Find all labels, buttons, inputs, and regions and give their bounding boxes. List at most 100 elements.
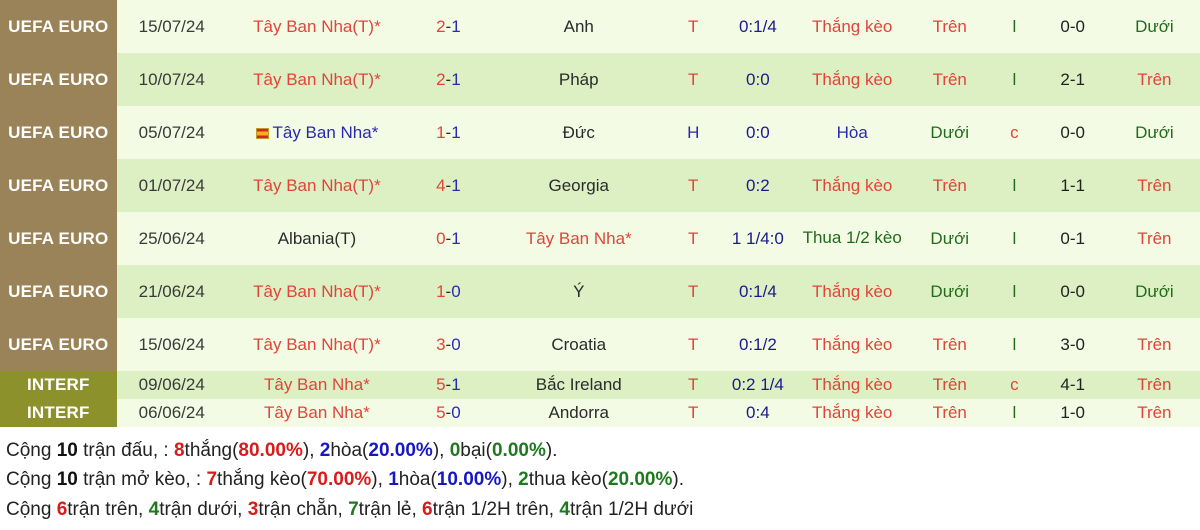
summary-ht-under-count: 4 (559, 498, 570, 520)
handicap-result: Thắng kèo (797, 399, 908, 427)
table-row: UEFA EURO 10/07/24 Tây Ban Nha(T)* 2-1 Pháp T… (0, 53, 1200, 106)
summary-text: ). (672, 469, 685, 491)
handicap-result: Thắng kèo (797, 371, 908, 399)
corner-flag-letter: l (992, 318, 1037, 371)
match-date: 06/06/24 (116, 399, 227, 427)
score-home: 0 (436, 228, 446, 248)
handicap-result: Thắng kèo (797, 265, 908, 318)
summary-loss-count: 0 (449, 440, 461, 461)
away-team[interactable]: Bắc Ireland (489, 371, 668, 399)
league-cell[interactable]: INTERF (0, 371, 117, 399)
match-date: 25/06/24 (116, 212, 227, 265)
final-score: 5-0 (407, 399, 490, 427)
away-team[interactable]: Đức (489, 106, 668, 159)
score-separator: - (445, 281, 452, 301)
league-cell[interactable]: INTERF (0, 399, 117, 427)
score-away: 0 (451, 281, 461, 301)
match-date: 10/07/24 (116, 53, 227, 106)
away-team[interactable]: Pháp (489, 53, 668, 106)
score-separator: - (445, 334, 452, 354)
handicap-result: Thua 1/2 kèo (797, 212, 908, 265)
summary-text: trận 1/2H trên, (432, 498, 560, 520)
league-cell[interactable]: UEFA EURO (0, 0, 117, 53)
halftime-over-under: Trên (1108, 399, 1200, 427)
score-home: 1 (436, 281, 446, 301)
score-home: 2 (436, 69, 446, 89)
score-separator: - (445, 69, 452, 89)
home-team[interactable]: Tây Ban Nha(T)* (226, 318, 408, 371)
match-table-body: UEFA EURO 15/07/24 Tây Ban Nha(T)* 2-1 Anh T 0… (0, 0, 1200, 427)
match-date: 15/06/24 (116, 318, 227, 371)
league-cell[interactable]: UEFA EURO (0, 212, 117, 265)
league-cell[interactable]: UEFA EURO (0, 318, 117, 371)
away-team[interactable]: Andorra (489, 399, 668, 427)
match-venue-flag: T (667, 0, 719, 53)
home-team[interactable]: Tây Ban Nha* (226, 106, 408, 159)
summary-text: trận lẻ, (358, 498, 423, 520)
halftime-over-under: Dưới (1108, 106, 1200, 159)
summary-text: thắng( (184, 440, 239, 461)
table-row: UEFA EURO 15/07/24 Tây Ban Nha(T)* 2-1 Anh T 0… (0, 0, 1200, 53)
match-date: 05/07/24 (116, 106, 227, 159)
match-venue-flag: T (667, 212, 719, 265)
summary-text: ), (432, 440, 450, 461)
spain-flag-icon (255, 127, 269, 139)
summary-text: trận trên, (67, 498, 149, 520)
away-team[interactable]: Georgia (489, 159, 668, 212)
table-row: UEFA EURO 25/06/24 Albania(T) 0-1 Tây Ban Nh… (0, 212, 1200, 265)
match-venue-flag: T (667, 371, 719, 399)
score-away: 0 (451, 403, 461, 423)
home-team[interactable]: Tây Ban Nha(T)* (226, 265, 408, 318)
home-team[interactable]: Tây Ban Nha(T)* (226, 0, 408, 53)
home-team[interactable]: Tây Ban Nha(T)* (226, 159, 408, 212)
match-venue-flag: T (667, 53, 719, 106)
league-cell[interactable]: UEFA EURO (0, 265, 117, 318)
summary-text: ), (371, 469, 389, 491)
score-separator: - (445, 175, 452, 195)
score-separator: - (445, 375, 452, 395)
final-score: 1-0 (407, 265, 490, 318)
summary-handicap-draw-pct: 10.00% (436, 469, 502, 491)
summary-text: trận đấu, : (77, 440, 174, 461)
home-team-label: Tây Ban Nha(T)* (253, 334, 381, 354)
home-team[interactable]: Albania(T) (226, 212, 408, 265)
league-cell[interactable]: UEFA EURO (0, 106, 117, 159)
home-team[interactable]: Tây Ban Nha* (226, 371, 408, 399)
halftime-over-under: Trên (1108, 159, 1200, 212)
halftime-over-under: Trên (1108, 53, 1200, 106)
score-away: 1 (451, 228, 461, 248)
summary-total-count: 10 (56, 440, 78, 461)
final-score: 3-0 (407, 318, 490, 371)
summary-text: Cộng (6, 469, 57, 491)
summary-block: Cộng 10 trận đấu, : 8thắng(80.00%), 2hòa… (0, 427, 1200, 524)
summary-handicap-draw-count: 1 (388, 469, 399, 491)
score-home: 1 (436, 122, 446, 142)
away-team[interactable]: Tây Ban Nha* (489, 212, 668, 265)
score-separator: - (445, 122, 452, 142)
summary-text: Cộng (6, 440, 57, 461)
over-under-result: Trên (907, 318, 993, 371)
corner-flag-letter: l (992, 53, 1037, 106)
home-team[interactable]: Tây Ban Nha* (226, 399, 408, 427)
away-team[interactable]: Ý (489, 265, 668, 318)
handicap-result: Thắng kèo (797, 159, 908, 212)
final-score: 0-1 (407, 212, 490, 265)
match-venue-flag: T (667, 318, 719, 371)
league-cell[interactable]: UEFA EURO (0, 159, 117, 212)
over-under-result: Dưới (907, 212, 993, 265)
score-home: 4 (436, 175, 446, 195)
match-venue-flag: T (667, 265, 719, 318)
halftime-score: 0-0 (1036, 265, 1109, 318)
final-score: 2-1 (407, 0, 490, 53)
final-score: 4-1 (407, 159, 490, 212)
away-team[interactable]: Anh (489, 0, 668, 53)
score-away: 1 (451, 122, 461, 142)
summary-draw-count: 2 (319, 440, 331, 461)
score-away: 1 (451, 16, 461, 36)
handicap-result: Hòa (797, 106, 908, 159)
score-home: 5 (436, 375, 446, 395)
home-team[interactable]: Tây Ban Nha(T)* (226, 53, 408, 106)
summary-line-handicap: Cộng 10 trận mở kèo, : 7thắng kèo(70.00%… (6, 465, 1194, 494)
away-team[interactable]: Croatia (489, 318, 668, 371)
league-cell[interactable]: UEFA EURO (0, 53, 117, 106)
